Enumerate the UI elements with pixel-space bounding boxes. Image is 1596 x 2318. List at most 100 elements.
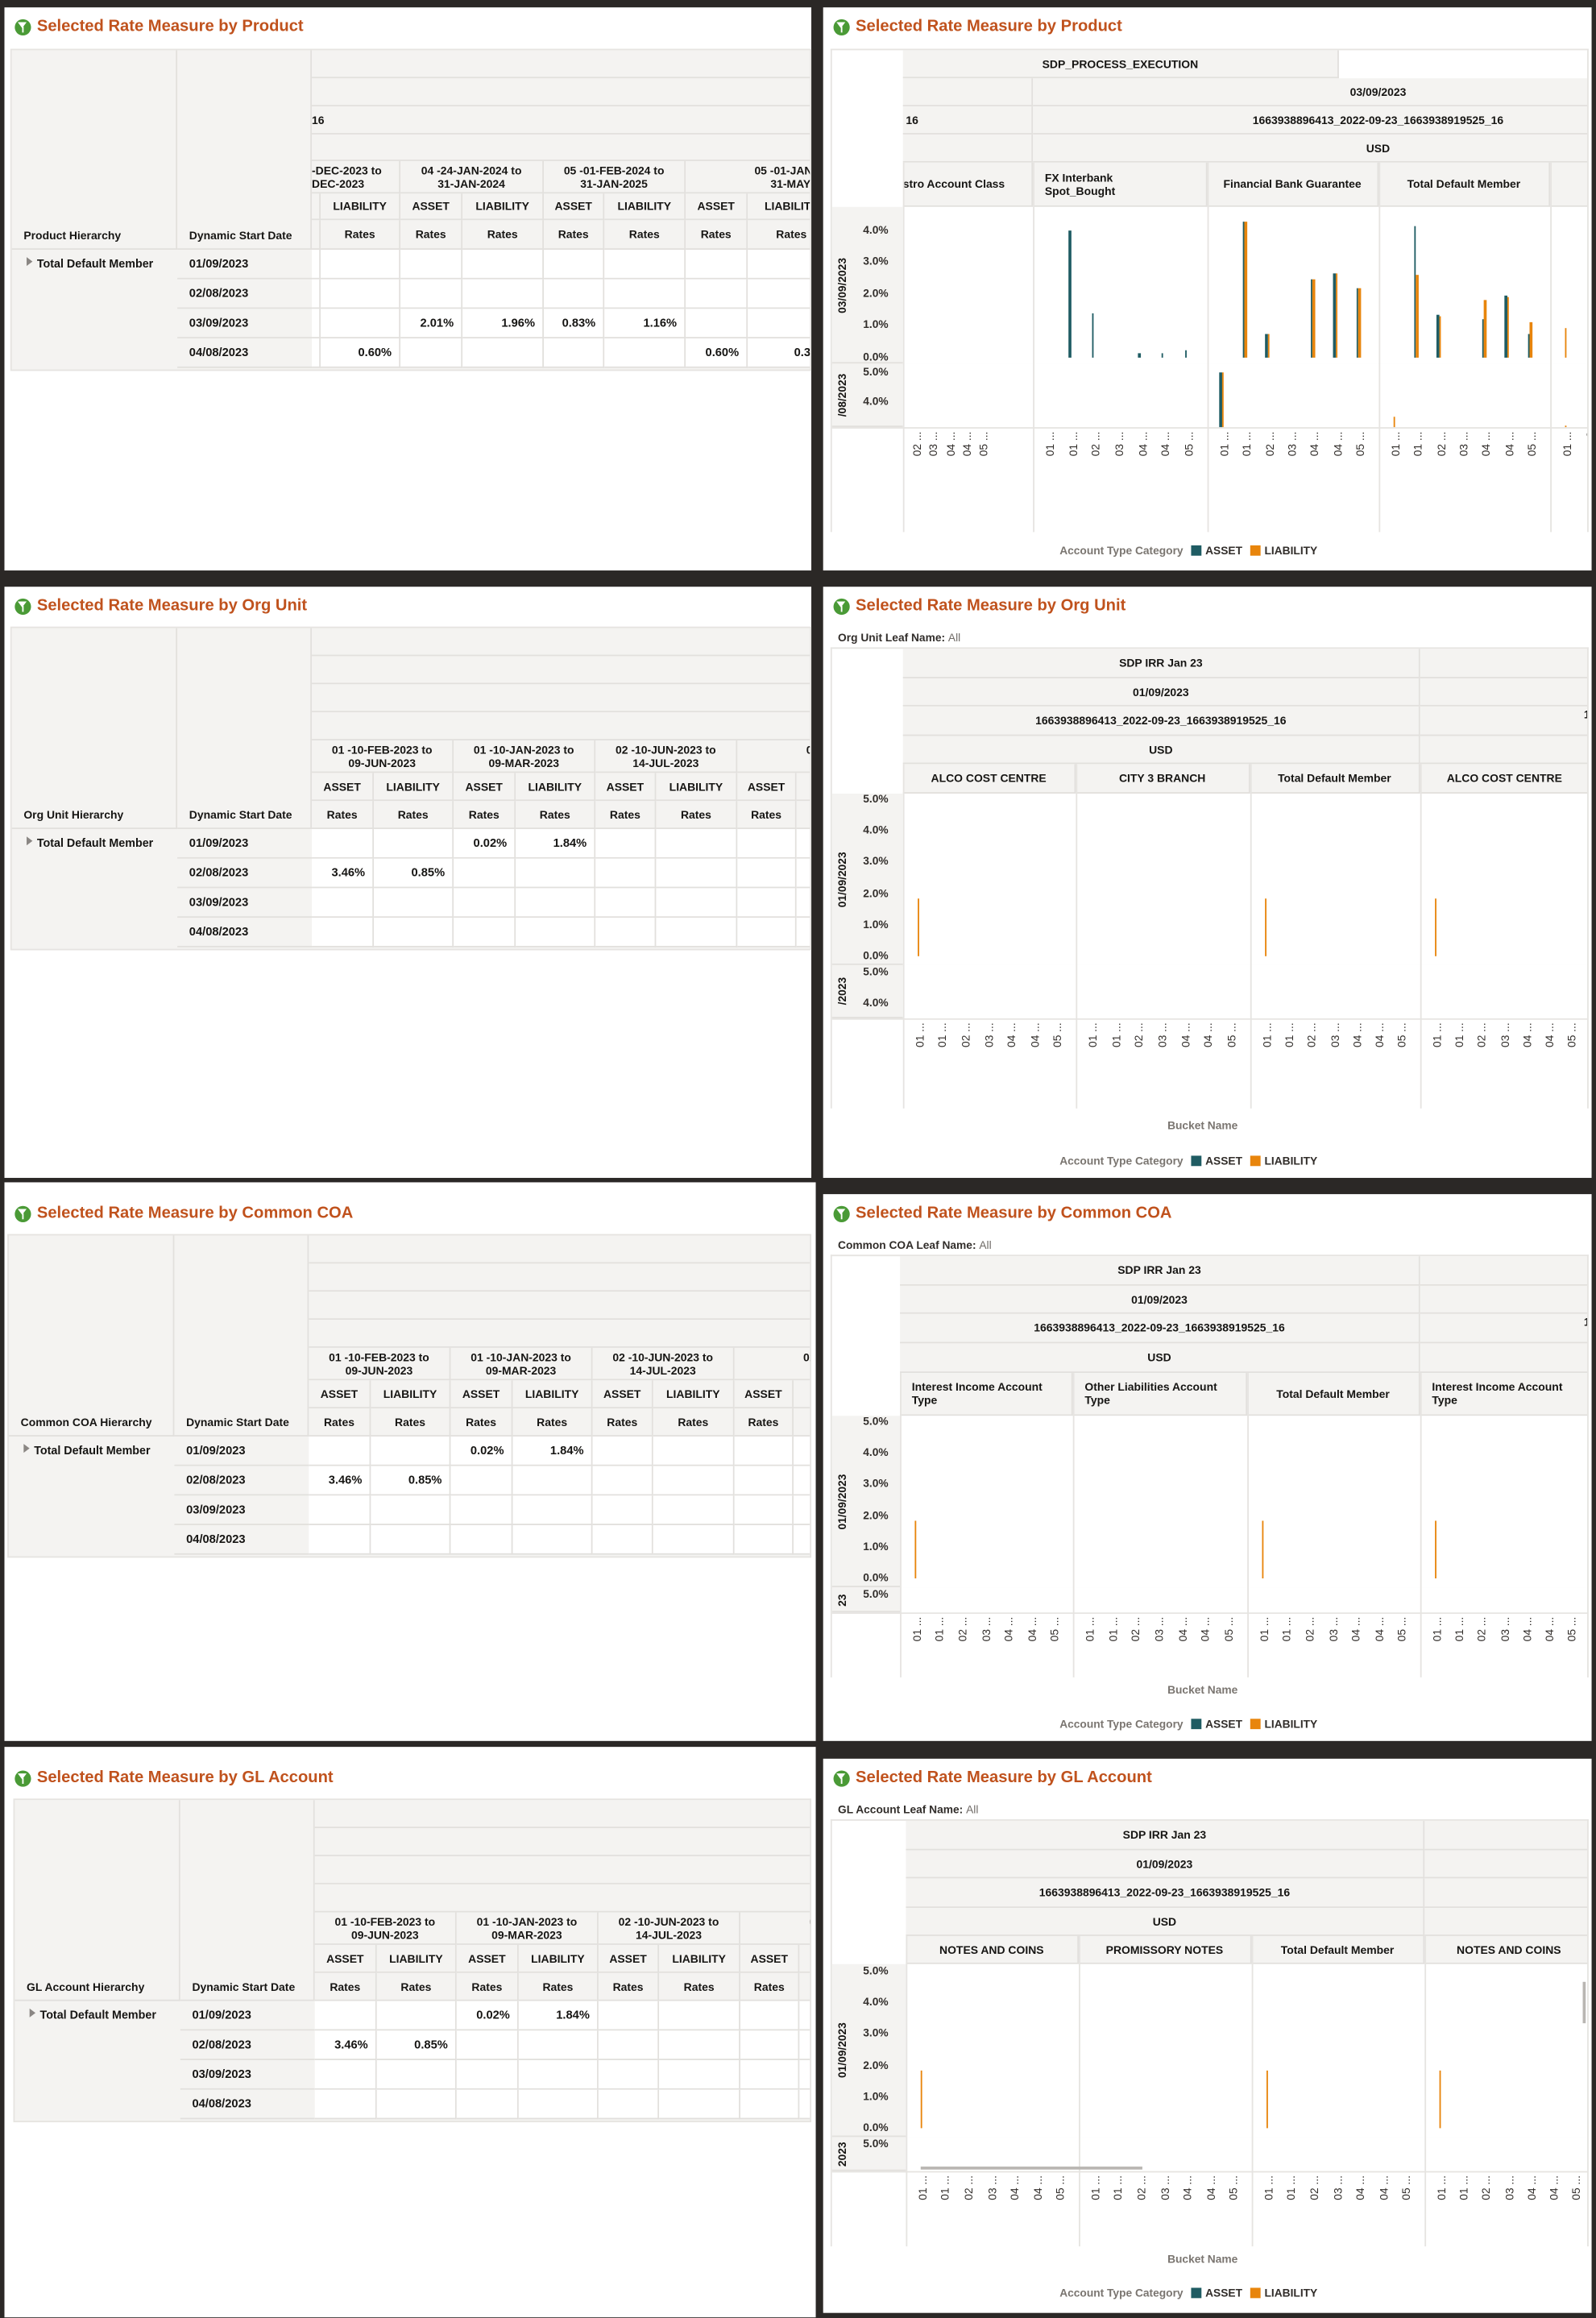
leaf-name-filter[interactable]: Common COA Leaf Name: All: [838, 1238, 992, 1252]
leaf-name-filter[interactable]: GL Account Leaf Name: All: [838, 1803, 978, 1817]
bar-asset[interactable]: [1504, 295, 1507, 358]
funnel-filter-icon[interactable]: [833, 1205, 850, 1222]
x-tick-label: 01 ...: [1452, 1022, 1466, 1047]
bar-liability[interactable]: [1438, 316, 1441, 358]
triangle-right-icon[interactable]: [23, 1444, 30, 1453]
hierarchy-column-header: Org Unit Hierarchy: [11, 628, 178, 830]
bar-asset[interactable]: [1242, 221, 1245, 358]
hierarchy-column-header: Common COA Hierarchy: [9, 1235, 175, 1437]
bar-asset[interactable]: [1333, 273, 1336, 358]
bar-liability[interactable]: [1264, 898, 1267, 956]
bar-liability[interactable]: [1565, 329, 1568, 358]
y-tick-label: 4.0%: [863, 823, 889, 837]
bar-liability[interactable]: [1434, 898, 1437, 956]
x-tick-label: 03 ...: [1498, 1022, 1511, 1047]
triangle-right-icon[interactable]: [29, 2008, 36, 2017]
funnel-filter-icon[interactable]: [15, 597, 31, 615]
leaf-filter-value[interactable]: All: [966, 1802, 979, 1817]
bar-asset[interactable]: [1436, 314, 1439, 358]
legend-item-asset[interactable]: ASSET: [1190, 1155, 1242, 1167]
bar-liability[interactable]: [1267, 333, 1270, 358]
bar-liability[interactable]: [1484, 300, 1487, 358]
bar-asset[interactable]: [1413, 226, 1416, 358]
bar-asset[interactable]: [1310, 280, 1313, 358]
x-axis-title: Bucket Name: [1167, 2252, 1238, 2266]
chart-column-header: 1663938896413_2022-09-23_1663938919525_1…: [1420, 706, 1588, 736]
funnel-filter-icon[interactable]: [15, 18, 31, 35]
bar-liability[interactable]: [1507, 296, 1510, 358]
measure-header: Rates: [656, 801, 738, 830]
bar-liability[interactable]: [1244, 221, 1247, 358]
bar-liability[interactable]: [917, 898, 920, 956]
bar-asset[interactable]: [1219, 372, 1222, 428]
bar-liability[interactable]: [1438, 2070, 1441, 2129]
measure-header: Rates: [309, 1408, 371, 1437]
column-header-row: [309, 1292, 810, 1321]
row-divider: [831, 1612, 1588, 1615]
bar-asset[interactable]: [1482, 319, 1485, 358]
table-cell: [376, 2089, 457, 2120]
row-divider: [831, 1018, 1588, 1020]
tree-node-label: Total Default Member: [34, 1444, 151, 1458]
bar-liability[interactable]: [1335, 273, 1338, 358]
legend-item-asset[interactable]: ASSET: [1190, 544, 1242, 558]
bar-liability[interactable]: [1262, 1520, 1265, 1579]
x-tick-label: 02 ...: [956, 1616, 970, 1642]
leaf-filter-value[interactable]: All: [947, 631, 961, 645]
legend-item-liability[interactable]: LIABILITY: [1250, 2287, 1317, 2299]
leaf-filter-value[interactable]: All: [979, 1238, 992, 1252]
plot-area: [902, 794, 1588, 965]
bar-asset[interactable]: [1184, 350, 1188, 358]
facet-header: PROMISSORY NOTES: [1079, 1935, 1252, 1964]
legend-title: Account Type Category: [1059, 1154, 1184, 1168]
table-cell: 0.02%: [456, 2001, 519, 2031]
x-tick-label: 03 ...: [1330, 2175, 1345, 2200]
bar-asset[interactable]: [1091, 313, 1094, 358]
date-row-header: 02/08/2023: [174, 1466, 309, 1496]
bar-liability[interactable]: [1434, 1520, 1437, 1579]
tree-node-total-default-member[interactable]: Total Default Member: [9, 1437, 174, 1555]
bar-liability[interactable]: [1530, 322, 1532, 358]
bar-asset[interactable]: [1161, 352, 1164, 358]
x-tick-label: 04 ...: [1204, 2175, 1217, 2200]
bar-asset[interactable]: [1528, 333, 1530, 358]
funnel-filter-icon[interactable]: [833, 597, 850, 615]
bar-liability[interactable]: [1393, 417, 1396, 428]
bar-asset[interactable]: [1068, 230, 1072, 358]
bar-liability[interactable]: [1565, 425, 1568, 428]
legend-item-liability[interactable]: LIABILITY: [1250, 544, 1317, 558]
measure-header: [312, 220, 321, 250]
bar-liability[interactable]: [1312, 280, 1316, 358]
bar-asset[interactable]: [1138, 352, 1141, 358]
table-cell: [592, 1466, 653, 1496]
funnel-filter-icon[interactable]: [15, 1769, 31, 1786]
measure-header: Rates: [450, 1408, 513, 1437]
bar-liability[interactable]: [1416, 275, 1419, 358]
funnel-filter-icon[interactable]: [15, 1205, 31, 1222]
bar-liability[interactable]: [1358, 287, 1362, 358]
bar-asset[interactable]: [1356, 287, 1359, 358]
facet-divider: [1420, 1373, 1422, 1677]
funnel-filter-icon[interactable]: [833, 18, 850, 35]
horizontal-scrollbar[interactable]: [920, 2167, 1142, 2169]
legend-item-liability[interactable]: LIABILITY: [1250, 1717, 1317, 1731]
table-cell: [737, 918, 797, 948]
bucket-range-header: 02 -10-MA 23-APR: [737, 740, 810, 773]
bar-asset[interactable]: [1265, 333, 1268, 358]
legend-item-liability[interactable]: LIABILITY: [1250, 1155, 1317, 1167]
legend-item-asset[interactable]: ASSET: [1190, 1717, 1242, 1731]
bar-liability[interactable]: [914, 1520, 917, 1579]
triangle-right-icon[interactable]: [27, 836, 33, 846]
bucket-range-header: -DEC-2023 to DEC-2023: [312, 160, 401, 194]
vertical-scrollbar[interactable]: [1582, 1981, 1586, 2024]
bar-liability[interactable]: [1221, 372, 1225, 428]
tree-node-total-default-member[interactable]: Total Default Member: [12, 829, 177, 948]
bar-liability[interactable]: [1266, 2070, 1269, 2129]
funnel-filter-icon[interactable]: [833, 1769, 850, 1786]
bar-liability[interactable]: [920, 2070, 923, 2129]
tree-node-total-default-member[interactable]: Total Default Member: [12, 250, 177, 368]
tree-node-total-default-member[interactable]: Total Default Member: [15, 2001, 180, 2120]
triangle-right-icon[interactable]: [27, 257, 33, 267]
legend-item-asset[interactable]: ASSET: [1190, 2287, 1242, 2299]
leaf-name-filter[interactable]: Org Unit Leaf Name: All: [838, 631, 960, 645]
